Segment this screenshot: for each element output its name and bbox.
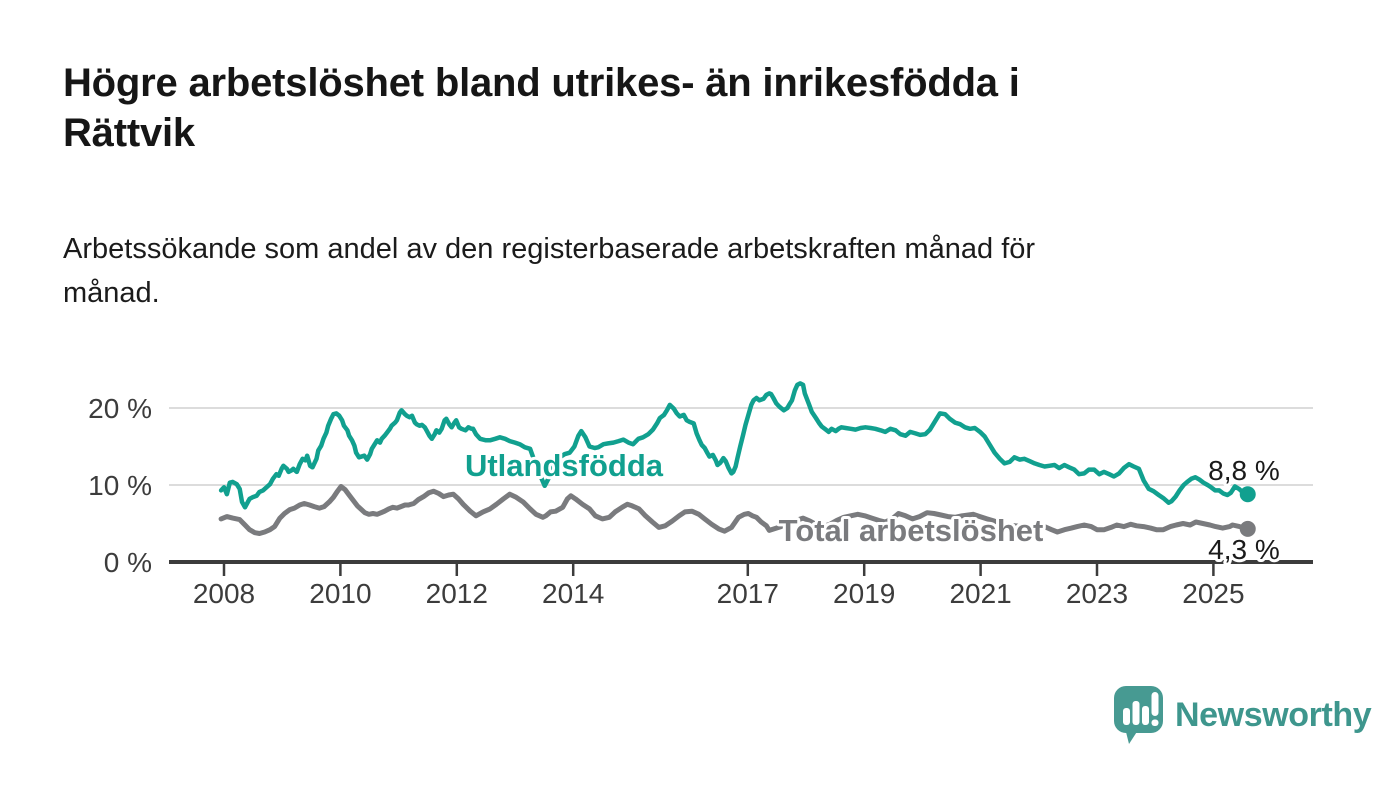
total-end-value: 4,3 % xyxy=(1208,534,1280,565)
y-tick-label: 10 % xyxy=(88,470,152,501)
total-series-label: Total arbetslöshet xyxy=(779,513,1044,548)
utlandsfodda-series-label: Utlandsfödda xyxy=(465,448,664,483)
chart-subtitle: Arbetssökande som andel av den registerb… xyxy=(63,228,1263,315)
x-tick-label: 2008 xyxy=(193,578,255,609)
subtitle-line-1: Arbetssökande som andel av den registerb… xyxy=(63,233,1036,265)
newsworthy-logo: Newsworthy xyxy=(1110,682,1372,748)
x-tick-label: 2012 xyxy=(426,578,488,609)
title-line-1: Högre arbetslöshet bland utrikes- än inr… xyxy=(63,61,1020,105)
newsworthy-bubble-chart-icon xyxy=(1114,686,1163,744)
x-tick-label: 2021 xyxy=(949,578,1011,609)
y-tick-label: 20 % xyxy=(88,393,152,424)
page-title: Högre arbetslöshet bland utrikes- än inr… xyxy=(63,58,1243,159)
utlandsfodda-line xyxy=(218,381,1250,510)
subtitle-line-2: månad. xyxy=(63,276,160,309)
x-tick-label: 2025 xyxy=(1182,578,1244,609)
utlandsfodda-end-value: 8,8 % xyxy=(1208,455,1280,486)
x-tick-label: 2014 xyxy=(542,578,604,609)
utlandsfodda-end-dot xyxy=(1239,486,1256,503)
y-tick-label: 0 % xyxy=(104,547,152,578)
x-tick-label: 2023 xyxy=(1066,578,1128,609)
title-line-2: Rättvik xyxy=(63,111,195,156)
x-tick-label: 2010 xyxy=(309,578,371,609)
total-line xyxy=(218,484,1251,536)
brand-name: Newsworthy xyxy=(1175,695,1372,734)
total-end-dot xyxy=(1239,520,1256,537)
x-tick-label: 2019 xyxy=(833,578,895,609)
x-tick-label: 2017 xyxy=(717,578,779,609)
